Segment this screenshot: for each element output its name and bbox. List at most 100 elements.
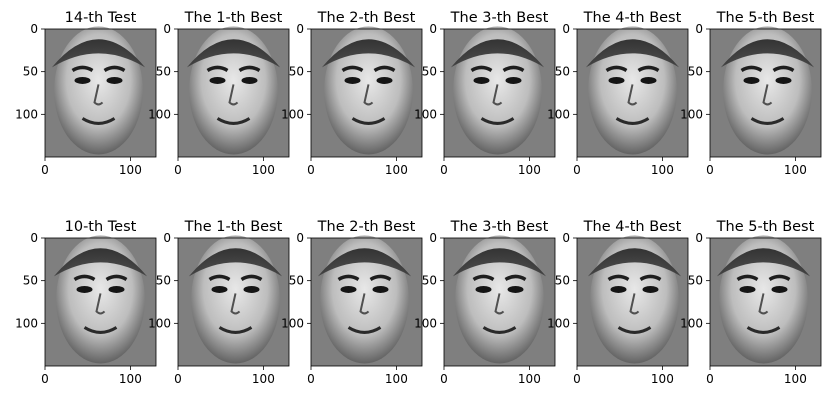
x-tick-label: 100: [651, 372, 674, 386]
panel-title: The 3-th Best: [450, 10, 549, 26]
y-tick-label: 100: [148, 316, 171, 330]
y-tick-label: 100: [547, 316, 570, 330]
face-image: [51, 26, 146, 155]
x-tick-label: 0: [573, 372, 581, 386]
face-panel: The 2-th Best 0 100 0 50 100: [281, 10, 423, 177]
face-image: [53, 235, 148, 364]
panel-title: The 5-th Best: [716, 10, 815, 26]
y-tick-label: 50: [555, 65, 570, 79]
panels-layer: 14-th Test 0 100 0 50 100 The 1-th Best 0 100 0 50…: [15, 10, 822, 386]
x-tick-label: 0: [440, 372, 448, 386]
face-panel: The 1-th Best 0 100 0 50 100: [148, 10, 290, 177]
axes-frame: [576, 237, 689, 367]
x-tick-label: 0: [307, 372, 315, 386]
face-image: [186, 26, 281, 155]
face-panel: The 3-th Best 0 100 0 50 100: [414, 10, 556, 177]
y-tick-label: 100: [680, 316, 703, 330]
y-tick-label: 50: [688, 65, 703, 79]
y-tick-label: 100: [547, 107, 570, 121]
panel-title: The 3-th Best: [450, 219, 549, 235]
x-tick-label: 0: [174, 372, 182, 386]
y-tick-label: 100: [414, 316, 437, 330]
y-tick-label: 0: [695, 22, 703, 36]
x-tick-label: 0: [41, 163, 49, 177]
face-panel: The 5-th Best 0 100 0 50 100: [680, 219, 822, 386]
face-image: [720, 26, 815, 155]
y-tick-label: 100: [281, 107, 304, 121]
y-tick-label: 0: [30, 22, 38, 36]
x-tick-label: 100: [119, 163, 142, 177]
y-tick-label: 50: [289, 65, 304, 79]
panel-title: The 5-th Best: [716, 219, 815, 235]
y-tick-label: 0: [695, 231, 703, 245]
y-tick-label: 0: [163, 22, 171, 36]
panel-title: 14-th Test: [65, 10, 137, 26]
axes-frame: [177, 237, 290, 367]
panel-title: 10-th Test: [65, 219, 137, 235]
y-tick-label: 100: [15, 316, 38, 330]
x-tick-label: 0: [174, 163, 182, 177]
face-image: [321, 26, 416, 155]
x-tick-label: 0: [440, 163, 448, 177]
y-tick-label: 100: [281, 316, 304, 330]
x-tick-label: 0: [41, 372, 49, 386]
y-tick-label: 100: [15, 107, 38, 121]
axes-frame: [709, 237, 822, 367]
face-image: [188, 235, 283, 364]
panel-title: The 1-th Best: [184, 219, 283, 235]
face-image: [587, 235, 682, 364]
axes-frame: [576, 28, 689, 158]
axes-frame: [44, 28, 157, 158]
panel-title: The 2-th Best: [317, 219, 416, 235]
panel-title: The 2-th Best: [317, 10, 416, 26]
x-tick-label: 0: [307, 163, 315, 177]
y-tick-label: 50: [23, 65, 38, 79]
x-tick-label: 100: [518, 372, 541, 386]
y-tick-label: 0: [296, 231, 304, 245]
y-tick-label: 50: [555, 274, 570, 288]
x-tick-label: 100: [651, 163, 674, 177]
x-tick-label: 0: [706, 372, 714, 386]
y-tick-label: 50: [422, 65, 437, 79]
x-tick-label: 100: [252, 163, 275, 177]
y-tick-label: 50: [289, 274, 304, 288]
y-tick-label: 100: [148, 107, 171, 121]
axes-frame: [443, 237, 556, 367]
x-tick-label: 0: [573, 163, 581, 177]
face-image: [585, 26, 680, 155]
y-tick-label: 50: [688, 274, 703, 288]
axes-frame: [443, 28, 556, 158]
axes-frame: [44, 237, 157, 367]
face-image: [716, 235, 811, 364]
axes-frame: [310, 237, 423, 367]
x-tick-label: 100: [784, 372, 807, 386]
y-tick-label: 0: [562, 22, 570, 36]
x-tick-label: 0: [706, 163, 714, 177]
face-panel: The 4-th Best 0 100 0 50 100: [547, 10, 689, 177]
x-tick-label: 100: [119, 372, 142, 386]
face-panel: The 5-th Best 0 100 0 50 100: [680, 10, 822, 177]
x-tick-label: 100: [784, 163, 807, 177]
face-panel: The 3-th Best 0 100 0 50 100: [414, 219, 556, 386]
axes-frame: [310, 28, 423, 158]
panel-title: The 4-th Best: [583, 10, 682, 26]
y-tick-label: 50: [156, 274, 171, 288]
face-panel: 14-th Test 0 100 0 50 100: [15, 10, 157, 177]
x-tick-label: 100: [252, 372, 275, 386]
y-tick-label: 0: [296, 22, 304, 36]
axes-frame: [177, 28, 290, 158]
y-tick-label: 0: [429, 22, 437, 36]
y-tick-label: 50: [23, 274, 38, 288]
y-tick-label: 0: [30, 231, 38, 245]
y-tick-label: 0: [163, 231, 171, 245]
x-tick-label: 100: [385, 163, 408, 177]
panel-title: The 4-th Best: [583, 219, 682, 235]
y-tick-label: 50: [156, 65, 171, 79]
axes-frame: [709, 28, 822, 158]
face-panel: The 2-th Best 0 100 0 50 100: [281, 219, 423, 386]
y-tick-label: 100: [680, 107, 703, 121]
x-tick-label: 100: [385, 372, 408, 386]
y-tick-label: 0: [562, 231, 570, 245]
panel-title: The 1-th Best: [184, 10, 283, 26]
